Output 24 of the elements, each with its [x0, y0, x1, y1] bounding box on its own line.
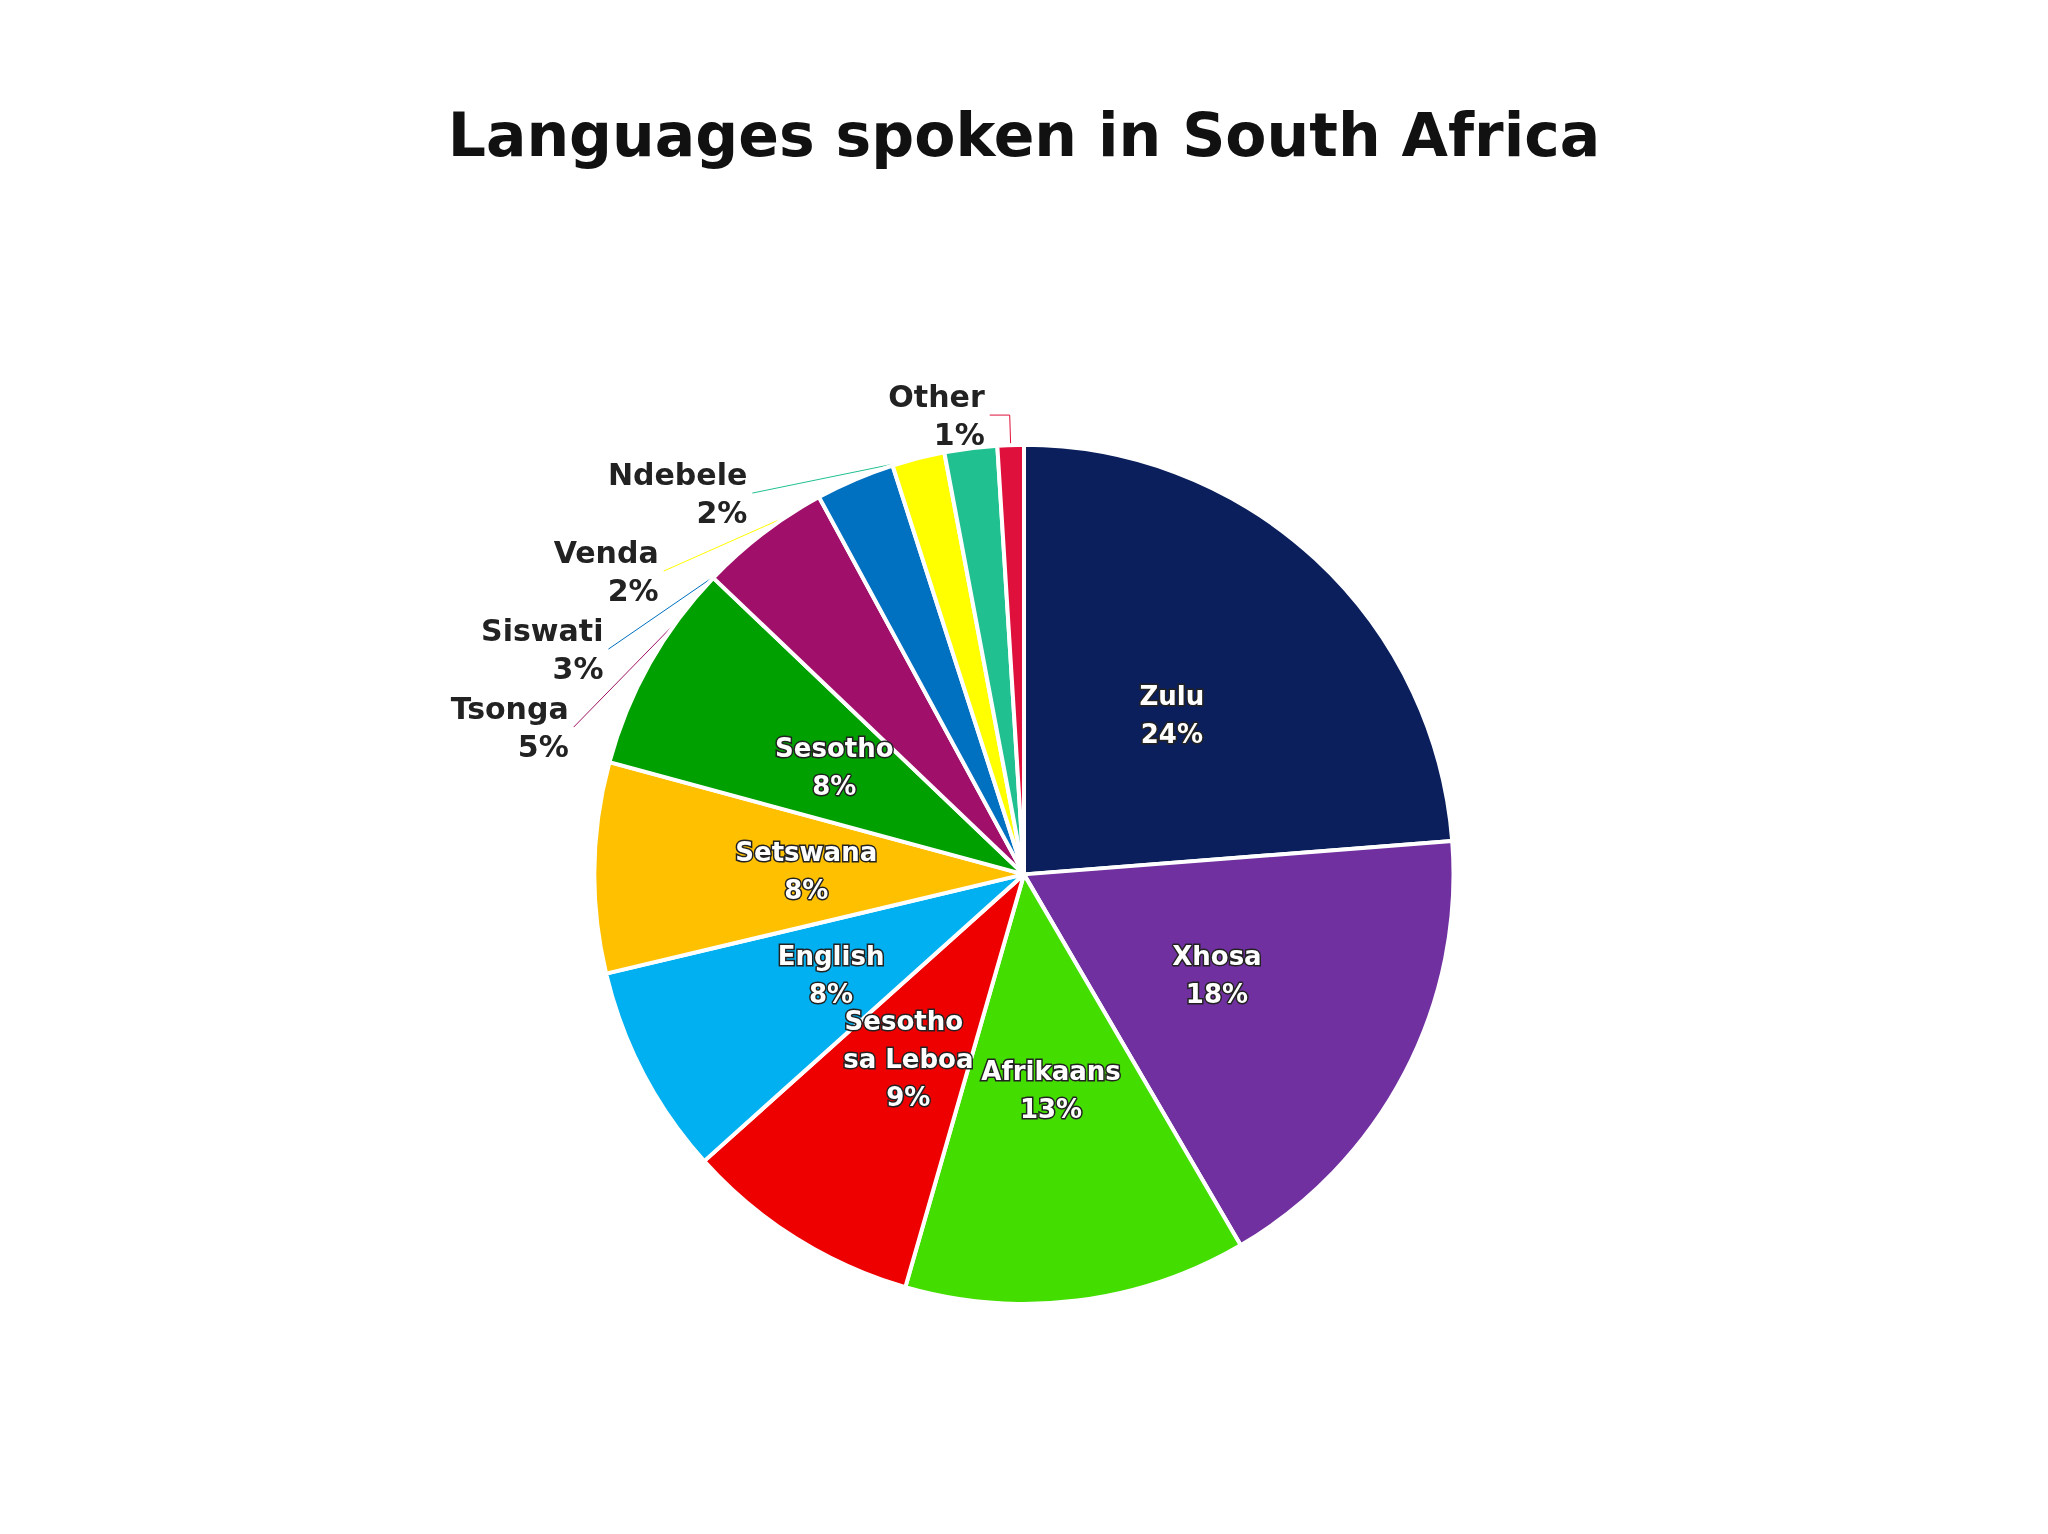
slice-label: Venda	[553, 534, 659, 570]
slice-label: Sesotho	[775, 733, 894, 764]
data-label: 18%	[1185, 979, 1249, 1010]
data-label: 8%	[812, 771, 857, 802]
chart-title: Languages spoken in South Africa	[447, 100, 1601, 170]
slice-label: Afrikaans	[981, 1056, 1121, 1087]
slice-label: Zulu	[1139, 680, 1205, 711]
data-label: 13%	[1019, 1094, 1083, 1125]
slice-label: Ndebele	[607, 456, 748, 492]
data-label: 3%	[552, 650, 604, 686]
data-label: 2%	[696, 494, 748, 530]
data-label: 5%	[517, 728, 569, 764]
data-label: 9%	[886, 1081, 931, 1112]
slice-label: Other	[888, 378, 985, 414]
data-label: 2%	[607, 572, 659, 608]
data-label: 24%	[1140, 718, 1203, 749]
slice-label: Xhosa	[1172, 941, 1262, 972]
slice-label: Setswana	[735, 836, 878, 867]
data-label: 1%	[933, 416, 985, 452]
slice-label: Tsonga	[450, 690, 569, 726]
slice-label: English	[777, 941, 885, 972]
data-label: 8%	[808, 979, 854, 1010]
slice-label: Siswati	[481, 612, 604, 648]
data-label: 8%	[784, 874, 829, 905]
